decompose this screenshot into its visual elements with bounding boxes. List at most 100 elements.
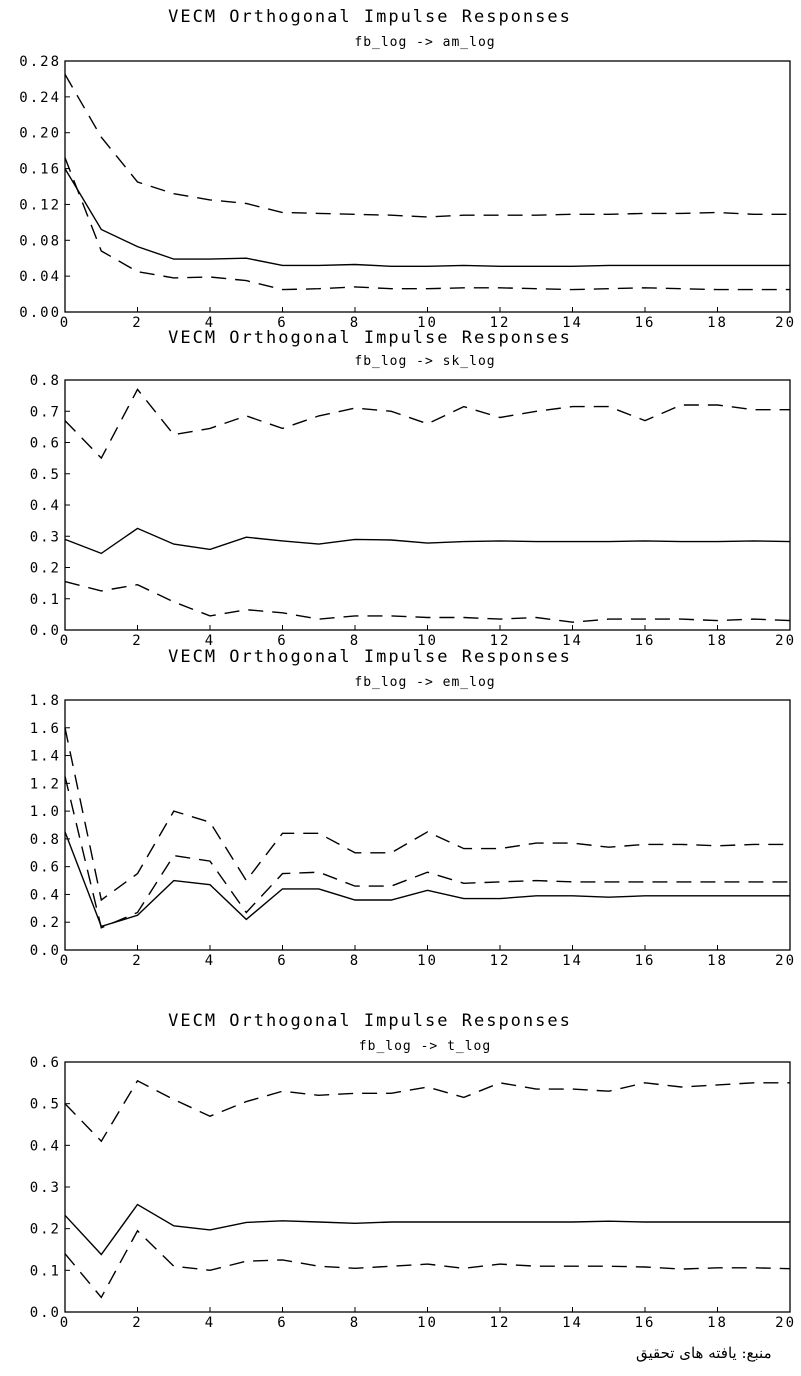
y-tick-label: 0.1	[30, 592, 61, 608]
x-tick-label: 18	[707, 315, 728, 331]
y-tick-label: 0.2	[30, 1222, 61, 1238]
y-tick-label: 0.24	[19, 90, 61, 106]
y-tick-label: 0.4	[30, 1138, 61, 1154]
confidence-band-line-2	[64, 1229, 791, 1299]
y-tick-label: 0.0	[30, 623, 61, 639]
x-tick-label: 2	[132, 315, 142, 331]
chart-subtitle: fb_log -> am_log	[354, 35, 495, 50]
y-tick-label: 0.5	[30, 1097, 61, 1113]
y-tick-label: 0.7	[30, 404, 61, 420]
plot-frame	[64, 379, 791, 631]
y-tick-label: 0.28	[19, 54, 61, 70]
y-tick-label: 1.0	[30, 804, 61, 820]
x-tick-label: 0	[60, 315, 70, 331]
plot-frame	[64, 1061, 791, 1313]
y-tick-label: 0.2	[30, 561, 61, 577]
x-tick-label: 12	[490, 953, 511, 969]
y-tick-label: 0.4	[30, 887, 61, 903]
x-tick-label: 10	[417, 633, 438, 649]
chart-subtitle: fb_log -> em_log	[354, 675, 495, 690]
chart-title: VECM Orthogonal Impulse Responses	[168, 647, 572, 667]
response-line	[64, 831, 790, 928]
chart-subtitle: fb_log -> t_log	[359, 1039, 491, 1054]
chart-panel-4: VECM Orthogonal Impulse Responses fb_log …	[30, 1011, 796, 1331]
y-tick-label: 0.6	[30, 1055, 61, 1071]
x-tick-label: 8	[350, 315, 360, 331]
x-tick-label: 18	[707, 1315, 728, 1331]
y-tick-label: 0.16	[19, 162, 61, 178]
chart-title: VECM Orthogonal Impulse Responses	[168, 7, 572, 27]
chart-subtitle: fb_log -> sk_log	[354, 354, 495, 369]
chart-title: VECM Orthogonal Impulse Responses	[168, 1011, 572, 1031]
x-tick-label: 8	[350, 633, 360, 649]
x-tick-label: 14	[562, 315, 583, 331]
y-tick-label: 0.00	[19, 305, 61, 321]
y-tick-label: 1.6	[30, 721, 61, 737]
x-tick-label: 12	[490, 1315, 511, 1331]
confidence-band-line-1	[64, 1079, 790, 1143]
y-tick-label: 1.2	[30, 776, 61, 792]
x-tick-label: 4	[205, 633, 215, 649]
x-tick-label: 14	[562, 633, 583, 649]
y-tick-label: 0.04	[19, 269, 61, 285]
response-line	[64, 1203, 790, 1256]
y-tick-label: 0.08	[19, 233, 61, 249]
x-tick-label: 8	[350, 1315, 360, 1331]
y-tick-label: 1.8	[30, 693, 61, 709]
plot-frame	[64, 60, 791, 313]
confidence-band-line-1	[64, 388, 790, 460]
x-tick-label: 14	[562, 1315, 583, 1331]
x-tick-label: 18	[707, 953, 728, 969]
x-tick-label: 16	[635, 1315, 656, 1331]
x-tick-label: 4	[205, 953, 215, 969]
x-tick-label: 4	[205, 315, 215, 331]
y-tick-label: 0.12	[19, 197, 61, 213]
x-tick-label: 4	[205, 1315, 215, 1331]
y-tick-label: 0.6	[30, 860, 61, 876]
x-tick-label: 16	[635, 953, 656, 969]
chart-title: VECM Orthogonal Impulse Responses	[168, 328, 572, 348]
chart-panel-2: VECM Orthogonal Impulse Responses fb_log …	[30, 328, 796, 649]
x-tick-label: 10	[417, 953, 438, 969]
x-tick-label: 0	[60, 953, 70, 969]
x-tick-label: 20	[775, 953, 796, 969]
y-tick-label: 0.3	[30, 1180, 61, 1196]
confidence-band-line-1	[64, 74, 790, 218]
x-tick-label: 12	[490, 315, 511, 331]
confidence-band-line-2	[64, 580, 791, 623]
x-tick-label: 0	[60, 633, 70, 649]
y-tick-label: 0.20	[19, 126, 61, 142]
x-tick-label: 20	[775, 1315, 796, 1331]
x-tick-label: 10	[417, 315, 438, 331]
x-tick-label: 6	[277, 1315, 287, 1331]
confidence-band-line-2	[64, 776, 790, 929]
y-tick-label: 1.4	[30, 749, 61, 765]
x-tick-label: 10	[417, 1315, 438, 1331]
chart-panel-1: VECM Orthogonal Impulse Responses fb_log …	[19, 7, 794, 331]
x-tick-label: 18	[707, 633, 728, 649]
response-line	[64, 527, 791, 555]
y-tick-label: 0.6	[30, 436, 61, 452]
y-tick-label: 0.3	[30, 529, 61, 545]
y-tick-label: 0.1	[30, 1263, 61, 1279]
x-tick-label: 6	[277, 633, 287, 649]
y-tick-label: 0.0	[30, 1305, 61, 1321]
y-tick-label: 0.2	[30, 915, 61, 931]
y-tick-label: 0.8	[30, 832, 61, 848]
response-line	[64, 168, 790, 267]
x-tick-label: 2	[132, 953, 142, 969]
x-tick-label: 6	[277, 315, 287, 331]
y-tick-label: 0.4	[30, 498, 61, 514]
x-tick-label: 20	[775, 633, 796, 649]
y-tick-label: 0.5	[30, 467, 61, 483]
y-tick-label: 0.8	[30, 373, 61, 389]
confidence-band-line-1	[64, 727, 790, 902]
x-tick-label: 16	[635, 633, 656, 649]
x-tick-label: 0	[60, 1315, 70, 1331]
plot-frame	[64, 699, 791, 951]
confidence-band-line-2	[64, 157, 790, 291]
x-tick-label: 6	[277, 953, 287, 969]
x-tick-label: 12	[490, 633, 511, 649]
x-tick-label: 2	[132, 633, 142, 649]
